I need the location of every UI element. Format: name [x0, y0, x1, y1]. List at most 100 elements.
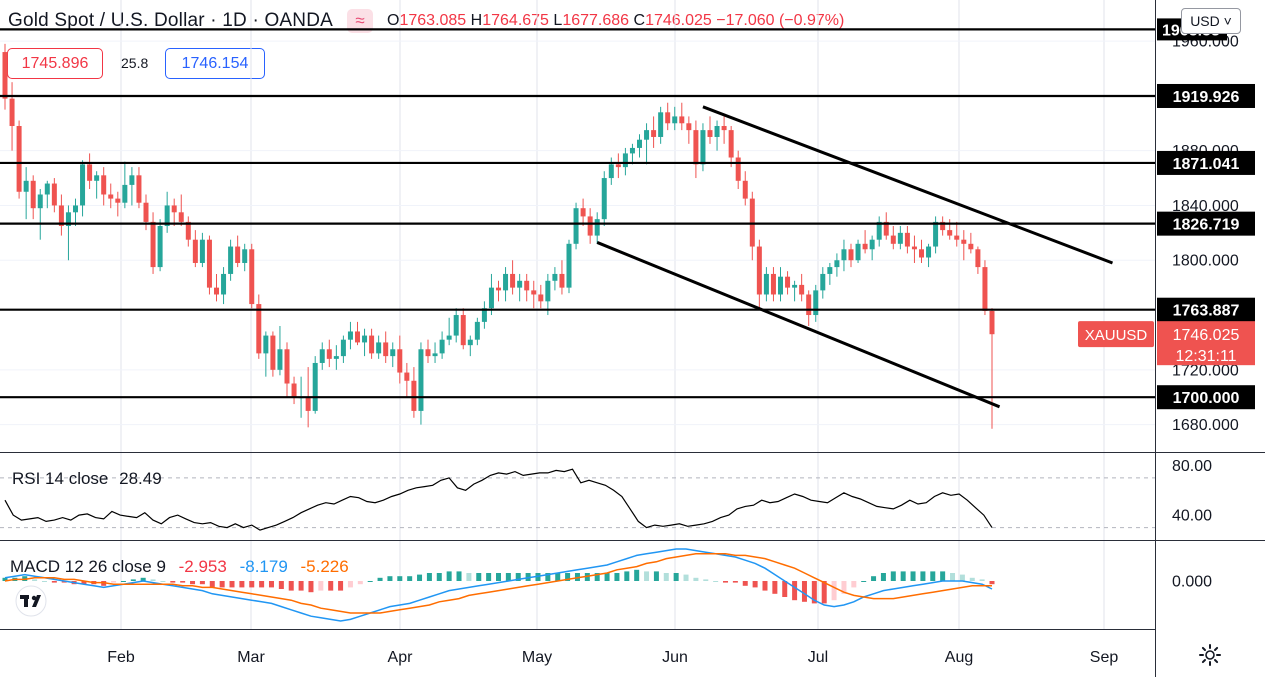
- macd-histogram-bar: [357, 581, 363, 585]
- candle-body: [538, 294, 544, 302]
- sell-button[interactable]: 1745.896: [7, 48, 103, 79]
- macd-histogram-bar: [209, 581, 215, 588]
- tradingview-logo-icon[interactable]: [8, 585, 54, 617]
- candle-body: [855, 243, 861, 261]
- candle-body: [672, 116, 678, 124]
- time-tick-label: Mar: [237, 649, 265, 666]
- candle-body: [192, 239, 198, 263]
- macd-histogram-bar: [723, 581, 729, 583]
- price-tick-label: 1720.000: [1172, 362, 1239, 379]
- macd-histogram-bar: [525, 573, 531, 581]
- macd-signal-value: -5.226: [300, 557, 349, 576]
- candle-body: [897, 232, 903, 244]
- candle-body: [319, 349, 325, 363]
- macd-histogram-bar: [683, 574, 689, 581]
- candle-body: [848, 249, 854, 261]
- candle-body: [827, 267, 833, 274]
- horizontal-level-value: 1700.000: [1173, 390, 1240, 407]
- macd-histogram-bar: [663, 573, 669, 581]
- ohlc-readout: O1763.085 H1764.675 L1677.686 C1746.025 …: [387, 12, 845, 29]
- candle-body: [171, 205, 177, 213]
- time-tick-label: Apr: [388, 649, 414, 666]
- macd-histogram-bar: [61, 581, 67, 583]
- candle-body: [820, 273, 826, 291]
- macd-histogram-bar: [535, 573, 541, 581]
- candle-body: [58, 205, 64, 226]
- candle-body: [376, 342, 382, 354]
- macd-histogram-bar: [101, 581, 107, 586]
- candle-body: [503, 273, 509, 291]
- macd-histogram-bar: [782, 581, 788, 597]
- macd-histogram-bar: [614, 573, 620, 581]
- candle-body: [9, 98, 15, 127]
- candle-body: [108, 194, 114, 199]
- last-price-tag: [1157, 321, 1255, 366]
- macd-histogram-bar: [880, 573, 886, 581]
- candle-body: [982, 267, 988, 311]
- horizontal-level-value: 1763.887: [1173, 303, 1240, 320]
- candle-body: [601, 178, 607, 220]
- macd-histogram-bar: [259, 581, 265, 588]
- macd-label: MACD 12 26 close 9: [10, 557, 166, 576]
- trendline-upper: [702, 105, 1114, 265]
- macd-histogram-bar: [298, 581, 304, 591]
- candle-body: [80, 164, 86, 206]
- settings-gear-icon[interactable]: [1198, 643, 1222, 667]
- low-value: 1677.686: [562, 12, 630, 29]
- horizontal-level-value: 1826.719: [1173, 217, 1240, 234]
- macd-histogram-bar: [545, 573, 551, 581]
- candle-body: [975, 249, 981, 268]
- macd-histogram-bar: [890, 571, 896, 581]
- candle-body: [961, 239, 967, 244]
- candle-body: [404, 372, 410, 381]
- macd-histogram-bar: [111, 581, 117, 583]
- candle-body: [658, 112, 664, 137]
- macd-line: [4, 548, 993, 622]
- macd-histogram-bar: [950, 573, 956, 581]
- macd-histogram-bar: [732, 581, 738, 583]
- macd-histogram-bar: [318, 581, 324, 591]
- macd-histogram-bar: [239, 581, 245, 588]
- currency-selector[interactable]: USD ˅: [1181, 8, 1241, 34]
- macd-hist-value: -2.953: [178, 557, 227, 576]
- candle-body: [580, 208, 586, 217]
- candle-body: [397, 349, 403, 373]
- candle-body: [615, 164, 621, 168]
- macd-histogram-bar: [249, 581, 255, 588]
- macd-histogram-bar: [308, 581, 314, 593]
- macd-histogram-bar: [417, 574, 423, 581]
- macd-histogram-bar: [624, 571, 630, 581]
- candle-body: [340, 339, 346, 357]
- candle-body: [474, 321, 480, 340]
- candle-body: [228, 246, 234, 274]
- candle-body: [481, 308, 487, 322]
- candle-body: [157, 226, 163, 268]
- macd-histogram-bar: [831, 581, 837, 601]
- symbol-title[interactable]: Gold Spot / U.S. Dollar · 1D · OANDA: [8, 10, 334, 31]
- rsi-tick-label: 80.00: [1172, 458, 1212, 475]
- macd-tick-label: 0.000: [1172, 574, 1212, 591]
- candle-body: [735, 157, 741, 181]
- macd-histogram-bar: [604, 573, 610, 581]
- macd-histogram-bar: [801, 581, 807, 602]
- rsi-tick-label: 40.00: [1172, 508, 1212, 525]
- macd-histogram-bar: [120, 581, 126, 582]
- macd-histogram-bar: [407, 576, 413, 581]
- rsi-label: RSI 14 close: [12, 469, 109, 488]
- candle-body: [813, 290, 819, 316]
- macd-histogram-bar: [278, 581, 284, 589]
- candle-body: [291, 383, 297, 398]
- candle-body: [425, 349, 431, 357]
- candle-body: [792, 284, 798, 288]
- candle-body: [876, 221, 882, 240]
- horizontal-level-tag: [1157, 211, 1255, 236]
- candle-body: [411, 380, 417, 411]
- buy-button[interactable]: 1746.154: [165, 48, 265, 79]
- candle-body: [432, 353, 438, 357]
- candle-body: [16, 126, 22, 192]
- chart-header: Gold Spot / U.S. Dollar · 1D · OANDA ≈ O…: [8, 8, 844, 34]
- candle-body: [989, 310, 995, 335]
- candle-body: [305, 397, 311, 411]
- candle-body: [87, 164, 93, 181]
- candle-body: [756, 246, 762, 295]
